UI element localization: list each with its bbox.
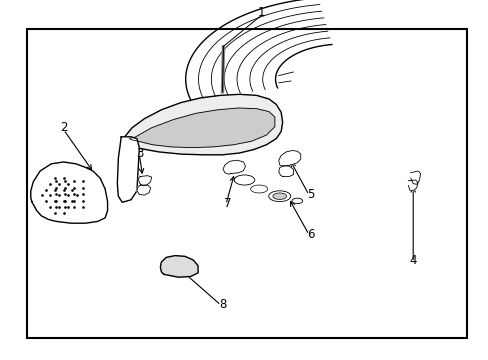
Text: 4: 4 bbox=[408, 255, 416, 267]
Ellipse shape bbox=[250, 185, 267, 193]
Ellipse shape bbox=[234, 175, 254, 185]
Text: 8: 8 bbox=[218, 298, 226, 311]
Polygon shape bbox=[407, 180, 417, 191]
Polygon shape bbox=[138, 176, 151, 186]
Ellipse shape bbox=[268, 191, 290, 202]
Text: 3: 3 bbox=[135, 147, 143, 159]
Polygon shape bbox=[278, 166, 293, 176]
Text: 7: 7 bbox=[223, 197, 231, 210]
Polygon shape bbox=[121, 94, 282, 155]
Polygon shape bbox=[31, 162, 107, 223]
Text: 5: 5 bbox=[306, 188, 314, 201]
Polygon shape bbox=[137, 185, 150, 195]
Polygon shape bbox=[278, 150, 300, 166]
Polygon shape bbox=[129, 108, 274, 148]
Text: 6: 6 bbox=[306, 228, 314, 240]
Bar bbox=[27, 29, 466, 338]
Polygon shape bbox=[223, 160, 245, 174]
Text: 1: 1 bbox=[257, 6, 265, 19]
Text: 2: 2 bbox=[60, 121, 67, 134]
Polygon shape bbox=[117, 137, 139, 202]
Polygon shape bbox=[160, 256, 198, 277]
Polygon shape bbox=[410, 171, 420, 184]
Ellipse shape bbox=[272, 193, 286, 199]
Ellipse shape bbox=[291, 198, 302, 204]
